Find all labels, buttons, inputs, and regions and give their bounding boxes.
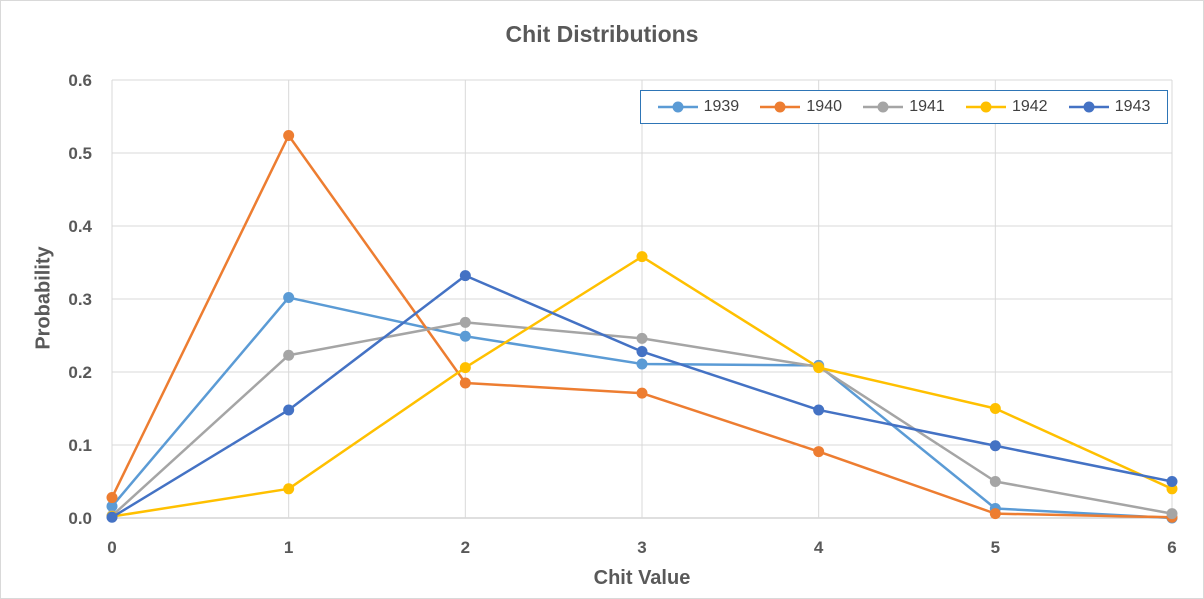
data-point-1940 bbox=[283, 129, 295, 141]
legend-label: 1942 bbox=[1011, 98, 1048, 115]
x-tick-label: 6 bbox=[1167, 538, 1176, 557]
legend-item-1941: 1941 bbox=[863, 98, 945, 116]
x-tick-label: 3 bbox=[637, 538, 646, 557]
data-point-1941 bbox=[459, 316, 471, 328]
data-point-1942 bbox=[636, 251, 648, 263]
tick-labels: 0.0 0.1 0.2 0.3 0.4 0.5 0.6 0 1 2 3 4 5 6 bbox=[68, 71, 1176, 557]
x-tick-label: 4 bbox=[814, 538, 824, 557]
data-point-1943 bbox=[813, 404, 825, 416]
data-point-1942 bbox=[283, 483, 295, 495]
gridlines bbox=[111, 79, 1173, 519]
x-tick-label: 1 bbox=[284, 538, 293, 557]
x-tick-label: 0 bbox=[107, 538, 116, 557]
data-point-1939 bbox=[106, 500, 118, 512]
data-point-1940 bbox=[813, 446, 825, 458]
data-point-1940 bbox=[989, 508, 1001, 520]
x-tick-label: 2 bbox=[461, 538, 470, 557]
legend-label: 1941 bbox=[909, 98, 945, 115]
data-point-1939 bbox=[636, 358, 648, 370]
legend-item-1942: 1942 bbox=[965, 98, 1048, 116]
data-point-1942 bbox=[459, 362, 471, 374]
x-tick-label: 5 bbox=[991, 538, 1000, 557]
chart-title: Chit Distributions bbox=[505, 21, 699, 47]
y-tick-label: 0.5 bbox=[68, 144, 92, 163]
data-point-1941 bbox=[636, 332, 648, 344]
data-point-1943 bbox=[459, 270, 471, 282]
data-point-1939 bbox=[283, 292, 295, 304]
series-1943 bbox=[106, 270, 1178, 523]
data-point-1943 bbox=[989, 440, 1001, 452]
data-point-1942 bbox=[989, 403, 1001, 414]
legend-marker-icon bbox=[863, 101, 904, 113]
data-point-1940 bbox=[636, 387, 648, 399]
legend-item-1939: 1939 bbox=[657, 98, 740, 116]
data-point-1943 bbox=[636, 346, 648, 358]
legend-label: 1939 bbox=[703, 98, 740, 115]
legend-label: 1943 bbox=[1114, 98, 1151, 115]
y-tick-label: 0.1 bbox=[68, 436, 92, 455]
y-tick-label: 0.2 bbox=[68, 363, 92, 382]
legend-marker-icon bbox=[657, 101, 698, 113]
series-layer bbox=[106, 129, 1178, 524]
data-point-1943 bbox=[1166, 476, 1178, 487]
legend-item-1943: 1943 bbox=[1068, 98, 1151, 116]
data-point-1943 bbox=[106, 511, 118, 523]
data-point-1940 bbox=[106, 492, 118, 504]
legend: 1939 1940 1941 1942 1943 bbox=[640, 90, 1168, 124]
data-point-1941 bbox=[283, 349, 295, 361]
legend-item-1940: 1940 bbox=[760, 98, 842, 116]
data-point-1940 bbox=[459, 377, 471, 389]
data-point-1943 bbox=[283, 404, 295, 416]
x-axis-title: Chit Value bbox=[593, 567, 691, 589]
y-tick-label: 0.4 bbox=[68, 217, 92, 236]
data-point-1939 bbox=[459, 330, 471, 342]
y-tick-label: 0.6 bbox=[68, 71, 92, 90]
legend-marker-icon bbox=[965, 101, 1006, 113]
legend-marker-icon bbox=[1068, 101, 1109, 113]
y-tick-label: 0.0 bbox=[68, 509, 92, 528]
y-tick-label: 0.3 bbox=[68, 290, 92, 309]
data-point-1941 bbox=[989, 476, 1001, 487]
legend-label: 1940 bbox=[806, 98, 842, 115]
legend-marker-icon bbox=[760, 101, 801, 113]
data-point-1942 bbox=[813, 362, 825, 374]
data-point-1941 bbox=[1166, 508, 1178, 520]
